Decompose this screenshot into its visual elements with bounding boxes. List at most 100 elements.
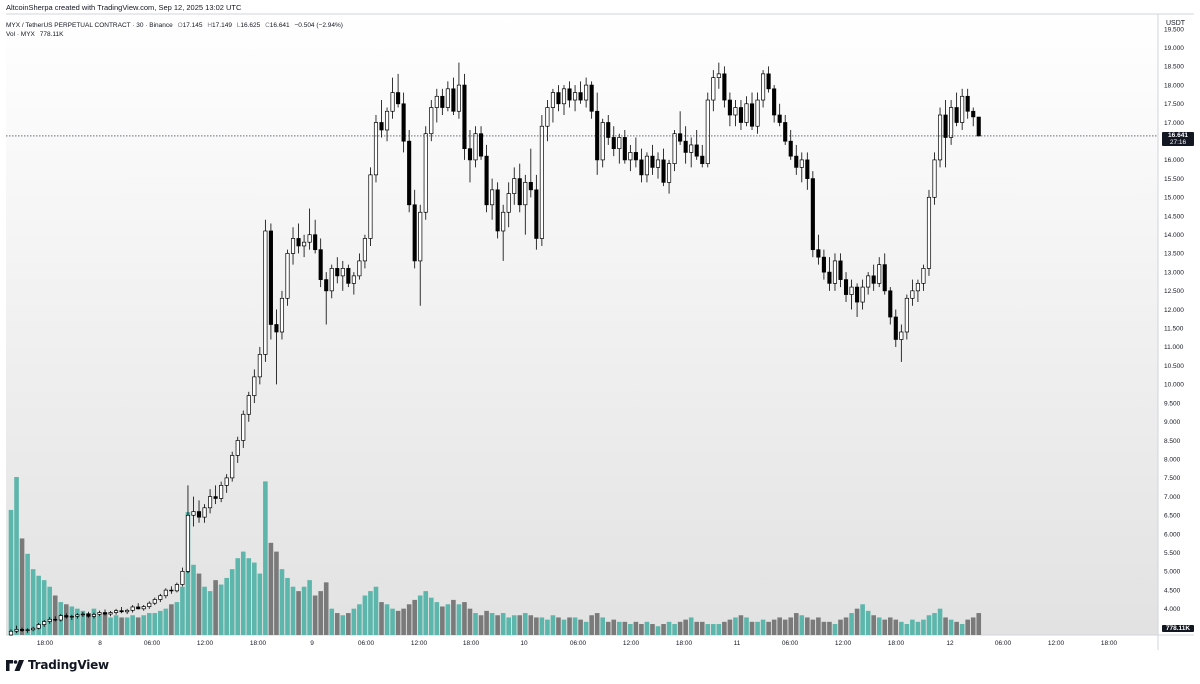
plot-background	[6, 14, 1158, 635]
candle	[263, 219, 268, 362]
footer: TradingView	[6, 658, 109, 672]
price-tick-label: 11.500	[1164, 326, 1184, 333]
volume-bar	[191, 564, 196, 635]
volume-bar	[666, 621, 672, 635]
brand-name: TradingView	[28, 658, 109, 672]
candle	[58, 614, 63, 622]
candle	[799, 152, 804, 183]
volume-bar	[766, 621, 771, 635]
volume-bar	[550, 615, 556, 635]
candle	[843, 272, 849, 303]
candle	[877, 257, 882, 288]
volume-bar	[506, 617, 511, 635]
candle	[871, 264, 876, 291]
volume-bar	[158, 610, 163, 635]
candle	[20, 627, 25, 633]
volume-bar	[307, 580, 312, 635]
candle	[517, 163, 522, 213]
candle	[689, 137, 694, 168]
candle	[595, 92, 600, 175]
volume-bar	[827, 621, 832, 635]
candle	[711, 70, 716, 112]
candle	[904, 294, 909, 340]
volume-bar	[180, 586, 185, 635]
volume-bar	[711, 624, 716, 635]
volume-bar	[937, 608, 943, 635]
volume-bar	[395, 610, 401, 635]
volume-bar	[771, 619, 777, 635]
volume-bar	[467, 608, 473, 635]
volume-bar	[41, 580, 47, 635]
volume-bar	[75, 608, 80, 635]
time-tick-label: 06:00	[144, 640, 161, 647]
candle	[644, 152, 650, 183]
volume-bar	[816, 617, 821, 635]
candle	[130, 605, 135, 613]
candle	[810, 171, 815, 258]
volume-bar	[910, 619, 915, 635]
candle	[202, 504, 207, 523]
candle	[335, 257, 340, 284]
volume-bar	[14, 477, 19, 635]
candle	[285, 249, 290, 306]
time-axis[interactable]: 18:00 8 06:00 12:00 18:00 9 06:00 12:00 18:00 10 0…	[37, 640, 1118, 647]
tradingview-logo[interactable]: TradingView	[6, 658, 109, 672]
volume-bar	[119, 617, 124, 635]
volume-bar	[617, 621, 622, 635]
volume-bar	[274, 551, 279, 635]
candle	[678, 111, 683, 145]
candle	[42, 620, 47, 627]
candle	[550, 88, 555, 123]
volume-bar	[943, 617, 948, 635]
volume-bar	[174, 602, 180, 635]
candle	[926, 189, 932, 276]
time-tick-label: 8	[98, 640, 102, 647]
candle	[362, 234, 367, 269]
price-tick-label: 6.000	[1164, 531, 1181, 538]
price-tick-label: 17.500	[1164, 101, 1184, 108]
volume-bar	[135, 617, 141, 635]
candle	[954, 92, 959, 127]
volume-bar	[8, 509, 14, 635]
price-tick-label: 10.500	[1164, 363, 1184, 370]
volume-bar	[224, 577, 229, 635]
volume-bar	[871, 615, 876, 635]
candle	[8, 629, 14, 636]
candle	[91, 612, 97, 619]
volume-bar	[970, 617, 976, 635]
price-axis[interactable]: 19.50019.00018.50018.00017.50017.00016.5…	[1164, 26, 1184, 632]
volume-bar	[605, 621, 611, 635]
volume-bar	[694, 621, 700, 635]
volume-bar	[882, 619, 888, 635]
candlesticks	[8, 62, 981, 636]
candle	[766, 66, 771, 93]
candle	[744, 96, 749, 127]
volume-bar	[346, 613, 351, 635]
volume-bar	[268, 542, 274, 635]
candle	[672, 129, 677, 172]
volume-bar	[517, 615, 523, 635]
candle	[357, 253, 362, 280]
symbol-label[interactable]: MYX / TetherUS PERPETUAL CONTRACT · 30 ·…	[6, 22, 173, 29]
volume-bar	[534, 617, 539, 635]
candle	[158, 593, 163, 603]
candle	[108, 611, 113, 617]
volume-bar	[589, 615, 594, 635]
volume-bar	[672, 624, 677, 635]
volume-bar	[213, 580, 218, 635]
volume-bar	[854, 608, 860, 635]
volume-bar	[650, 624, 655, 635]
volume-label[interactable]: Vol · MYX	[6, 31, 35, 38]
volume-bars	[8, 477, 982, 635]
volume-bar	[849, 613, 854, 635]
price-tick-label: 11.000	[1164, 344, 1184, 351]
price-tick-label: 18.000	[1164, 82, 1184, 89]
candle	[705, 92, 710, 168]
volume-bar	[318, 591, 323, 635]
candle	[196, 500, 202, 523]
candle	[213, 485, 218, 505]
candle	[755, 92, 760, 134]
volume-bar	[760, 619, 766, 635]
candle	[490, 178, 495, 220]
